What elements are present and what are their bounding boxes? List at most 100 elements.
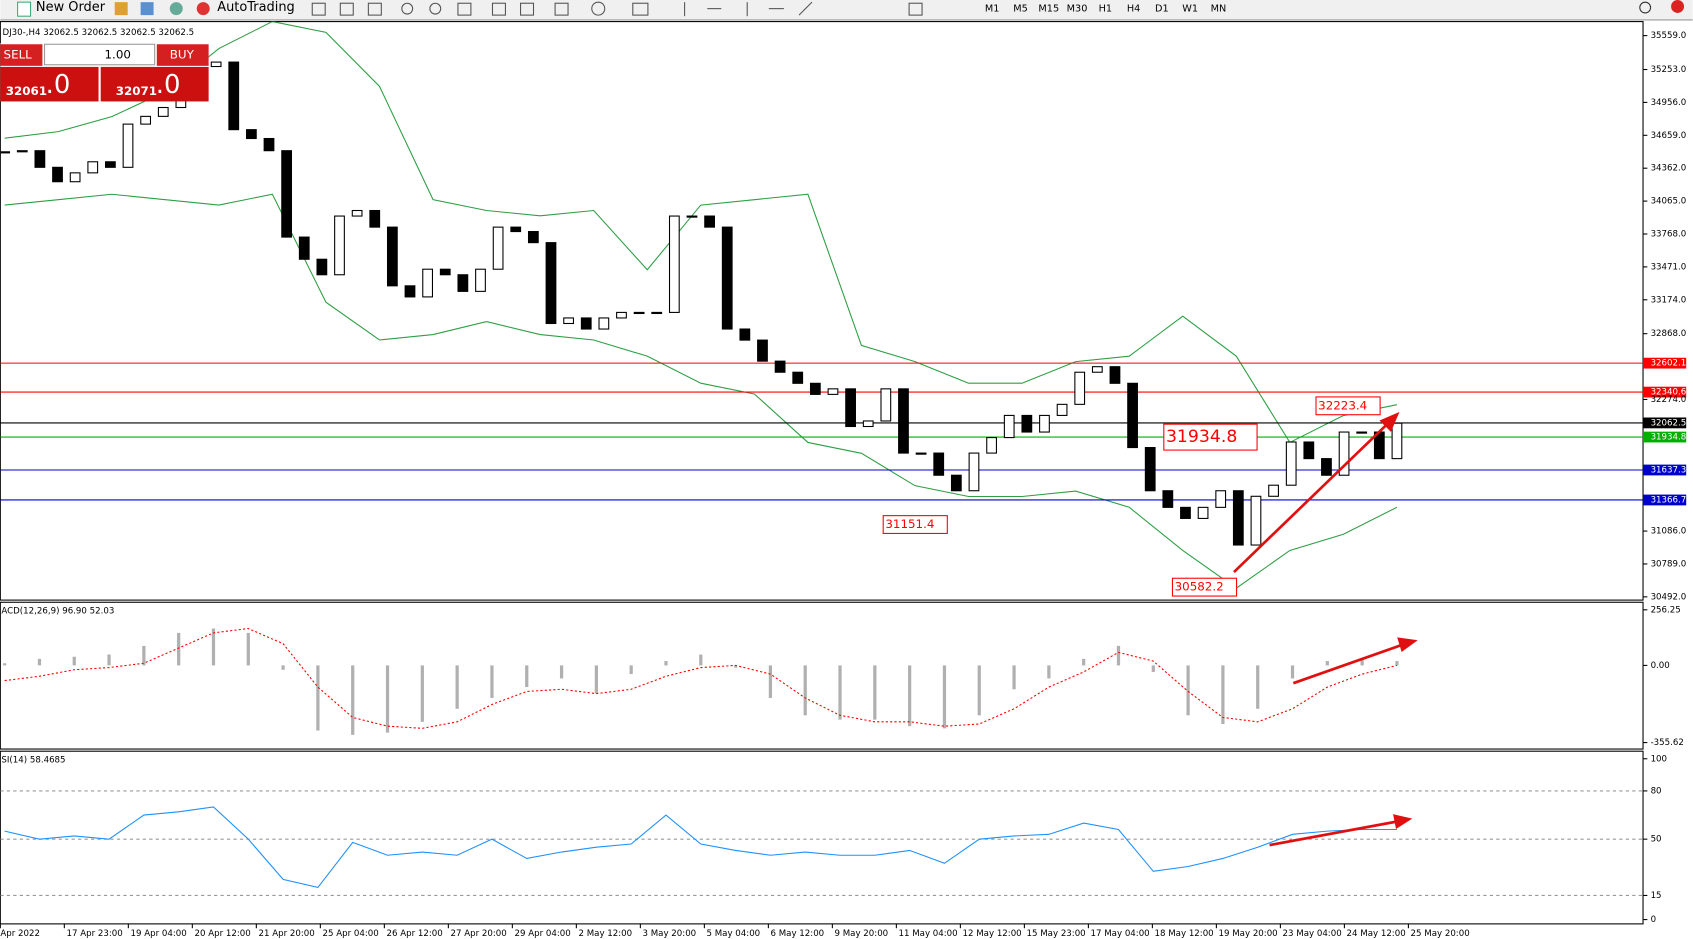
bid-box[interactable] (0, 66, 99, 102)
icon[interactable] (114, 2, 128, 16)
candle (52, 166, 63, 183)
timeframe-button[interactable]: M30 (1067, 4, 1088, 15)
icon[interactable] (367, 2, 382, 16)
candle (739, 328, 751, 341)
icon[interactable] (632, 2, 649, 16)
icon[interactable] (311, 2, 326, 16)
timeframe-button[interactable]: H4 (1127, 4, 1140, 15)
candle (704, 215, 715, 228)
main-pane (0, 21, 1644, 601)
candle (1162, 490, 1174, 508)
timeframe-button[interactable]: W1 (1182, 4, 1198, 15)
arrow (1233, 422, 1390, 574)
icon[interactable] (908, 2, 923, 16)
notification-badge[interactable] (1671, 0, 1685, 13)
icon[interactable] (339, 2, 354, 16)
x-tick-label: 20 Apr 12:00 (194, 929, 250, 939)
candle (457, 274, 469, 292)
new-order-button[interactable]: New Order (36, 0, 106, 15)
x-tick-label: 26 Apr 12:00 (386, 929, 442, 939)
candle (774, 360, 786, 373)
y-tick-label: 256.25 (1651, 605, 1681, 615)
buy-button[interactable] (156, 44, 209, 66)
icon[interactable] (520, 2, 535, 16)
price-annotation-box (1171, 577, 1238, 597)
x-tick-label: 2 May 12:00 (579, 929, 633, 939)
x-tick-label: 18 May 12:00 (1155, 929, 1214, 939)
candle (351, 209, 363, 217)
timeframe-button[interactable]: M15 (1038, 4, 1059, 15)
price-level-tag (1643, 494, 1687, 506)
zoom-out[interactable] (429, 2, 442, 15)
candle (598, 317, 610, 330)
y-tick-label: 80 (1651, 786, 1662, 796)
icon[interactable] (591, 1, 606, 16)
new-order-icon[interactable] (17, 1, 32, 17)
y-tick-label: 15 (1651, 891, 1662, 901)
price-annotation: 32223.4 (1318, 398, 1367, 412)
y-tick-label: 0.00 (1651, 661, 1670, 671)
lots-value[interactable]: 1.00 (105, 48, 131, 62)
candle (792, 371, 804, 384)
candle (616, 311, 627, 319)
candle (721, 226, 733, 330)
candle (245, 129, 257, 140)
sell-label[interactable]: SELL (4, 48, 33, 62)
x-tick-label: 3 May 20:00 (643, 929, 697, 939)
y-tick-label: 35253.0 (1651, 65, 1687, 75)
candle (563, 317, 574, 325)
icon[interactable] (169, 2, 183, 16)
candle (334, 215, 345, 276)
bid-price: 32061 (6, 84, 47, 98)
search-icon[interactable] (1639, 1, 1652, 14)
signal-line (4, 627, 1398, 729)
icon[interactable] (140, 2, 154, 16)
candle (651, 311, 663, 315)
macd-pane (0, 601, 1644, 750)
lots-input[interactable] (44, 43, 156, 66)
trend-tool[interactable] (798, 1, 813, 16)
timeframe-button[interactable]: M1 (985, 4, 1000, 15)
candle (263, 137, 275, 152)
candle (1285, 441, 1297, 486)
price-level-tag (1643, 431, 1687, 443)
icon[interactable] (457, 2, 472, 16)
x-tick-label: 17 May 04:00 (1091, 929, 1150, 939)
price-annotation: 30582.2 (1175, 580, 1224, 594)
candle (439, 268, 451, 276)
arrowhead (1393, 814, 1413, 829)
zoom-in[interactable] (401, 2, 414, 15)
candle (968, 452, 980, 492)
candle (140, 115, 152, 125)
y-tick-label: 50 (1651, 835, 1662, 845)
candle (1303, 441, 1315, 460)
price-level-label: 32602.1 (1651, 359, 1687, 369)
candle (950, 474, 962, 492)
buy-label[interactable]: BUY (170, 48, 195, 62)
timeframe-button[interactable]: D1 (1155, 4, 1169, 15)
timeframe-button[interactable]: H1 (1099, 4, 1112, 15)
timeframe-button[interactable]: MN (1211, 4, 1227, 15)
icon[interactable] (491, 2, 506, 16)
price-level-label: 32340.6 (1651, 388, 1687, 398)
candle (1091, 366, 1103, 373)
candle (404, 285, 416, 298)
candle (527, 231, 539, 244)
y-tick-label: 34956.0 (1651, 98, 1687, 108)
autotrading-button[interactable]: AutoTrading (217, 0, 295, 15)
icon[interactable] (554, 2, 569, 16)
x-tick-label: 19 May 20:00 (1219, 929, 1278, 939)
ask-box[interactable] (100, 66, 209, 102)
sell-button[interactable] (0, 44, 43, 66)
candle (157, 106, 169, 117)
timeframe-button[interactable]: M5 (1013, 4, 1028, 15)
candle (633, 311, 645, 315)
candle (915, 452, 927, 455)
arrow (1269, 820, 1399, 847)
price-annotation: 31934.8 (1166, 427, 1237, 447)
autotrading-icon[interactable] (196, 2, 210, 16)
candle (475, 268, 486, 292)
y-tick-label: 34659.0 (1651, 131, 1687, 141)
